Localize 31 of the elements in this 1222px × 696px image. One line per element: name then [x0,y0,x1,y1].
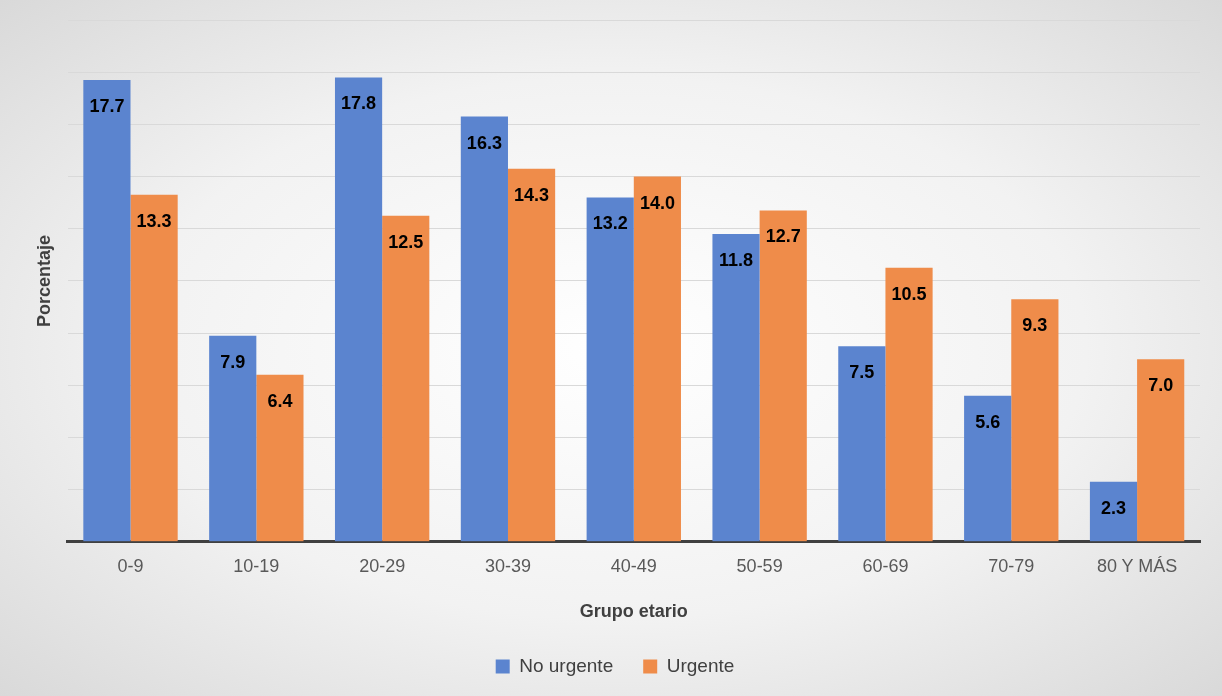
data-label: 16.3 [466,132,502,153]
data-label: 6.4 [267,390,293,411]
data-label: 2.3 [1100,497,1127,518]
data-label: 13.2 [592,213,628,234]
x-tick-label: 0-9 [117,555,144,576]
x-tick-label: 10-19 [233,555,280,576]
data-label: 17.8 [341,93,377,114]
data-label: 7.0 [1148,375,1174,396]
x-tick-label: 80 Y MÁS [1096,555,1178,576]
data-label: 17.7 [89,95,125,116]
data-label: 5.6 [975,411,1001,432]
x-tick-label: 60-69 [862,555,909,576]
x-tick-label: 30-39 [484,555,531,576]
data-label: 7.5 [849,362,875,383]
legend-label: No urgente [519,654,614,676]
legend-label: Urgente [666,654,735,676]
data-label: 12.5 [388,231,424,252]
x-tick-label: 20-29 [359,555,406,576]
data-label: 11.8 [719,249,754,270]
x-axis-title: Grupo etario [579,601,688,622]
x-tick-label: 50-59 [736,555,783,576]
data-label: 7.9 [220,351,246,372]
data-label: 12.7 [765,226,801,247]
data-label: 13.3 [136,210,172,231]
data-label: 14.0 [639,192,675,213]
x-tick-label: 70-79 [988,555,1035,576]
data-label: 9.3 [1022,315,1048,336]
data-label: 14.3 [514,184,550,205]
y-axis-title: Porcentaje [33,234,54,327]
data-label: 10.5 [891,283,927,304]
x-tick-label: 40-49 [610,555,657,576]
